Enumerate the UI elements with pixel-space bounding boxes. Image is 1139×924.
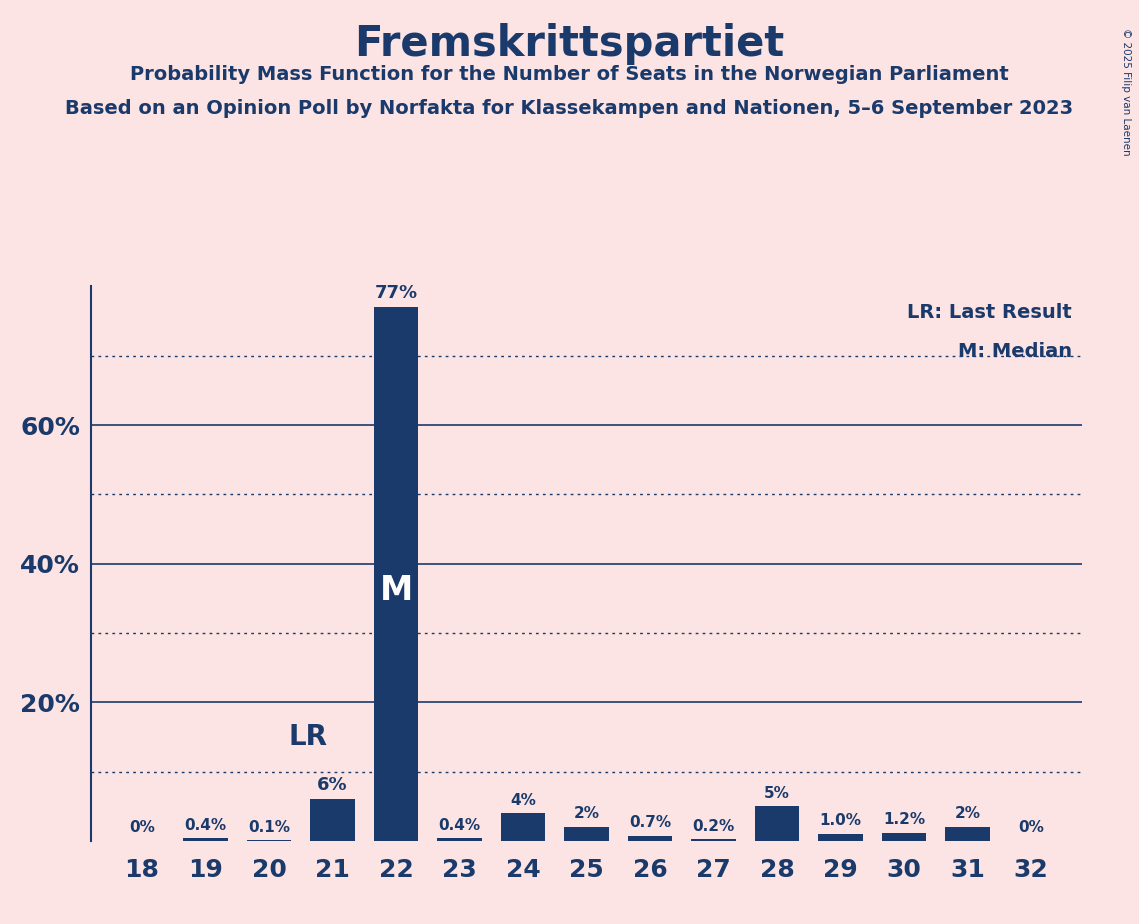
Bar xyxy=(374,307,418,841)
Text: 0.7%: 0.7% xyxy=(629,816,671,831)
Text: M: Median: M: Median xyxy=(958,342,1072,361)
Bar xyxy=(755,806,800,841)
Bar xyxy=(882,833,926,841)
Text: 6%: 6% xyxy=(317,776,347,794)
Text: LR: Last Result: LR: Last Result xyxy=(908,303,1072,322)
Text: 77%: 77% xyxy=(375,284,418,301)
Text: 1.2%: 1.2% xyxy=(883,812,925,827)
Bar xyxy=(628,836,672,841)
Text: M: M xyxy=(379,574,412,606)
Text: Based on an Opinion Poll by Norfakta for Klassekampen and Nationen, 5–6 Septembe: Based on an Opinion Poll by Norfakta for… xyxy=(65,99,1074,118)
Text: 1.0%: 1.0% xyxy=(820,813,862,828)
Text: Fremskrittspartiet: Fremskrittspartiet xyxy=(354,23,785,65)
Text: 2%: 2% xyxy=(954,807,981,821)
Text: © 2025 Filip van Laenen: © 2025 Filip van Laenen xyxy=(1121,28,1131,155)
Bar xyxy=(437,838,482,841)
Bar xyxy=(501,813,546,841)
Text: Probability Mass Function for the Number of Seats in the Norwegian Parliament: Probability Mass Function for the Number… xyxy=(130,65,1009,84)
Text: 0%: 0% xyxy=(1018,821,1044,835)
Text: LR: LR xyxy=(288,723,327,751)
Text: 0.4%: 0.4% xyxy=(185,818,227,833)
Bar xyxy=(564,827,609,841)
Bar xyxy=(310,799,354,841)
Bar xyxy=(691,839,736,841)
Text: 5%: 5% xyxy=(764,785,790,800)
Text: 0.1%: 0.1% xyxy=(248,820,290,834)
Bar xyxy=(819,833,863,841)
Text: 0.4%: 0.4% xyxy=(439,818,481,833)
Text: 2%: 2% xyxy=(574,807,599,821)
Bar xyxy=(945,827,990,841)
Bar xyxy=(183,838,228,841)
Text: 0.2%: 0.2% xyxy=(693,819,735,833)
Text: 4%: 4% xyxy=(510,793,536,808)
Text: 0%: 0% xyxy=(129,821,155,835)
